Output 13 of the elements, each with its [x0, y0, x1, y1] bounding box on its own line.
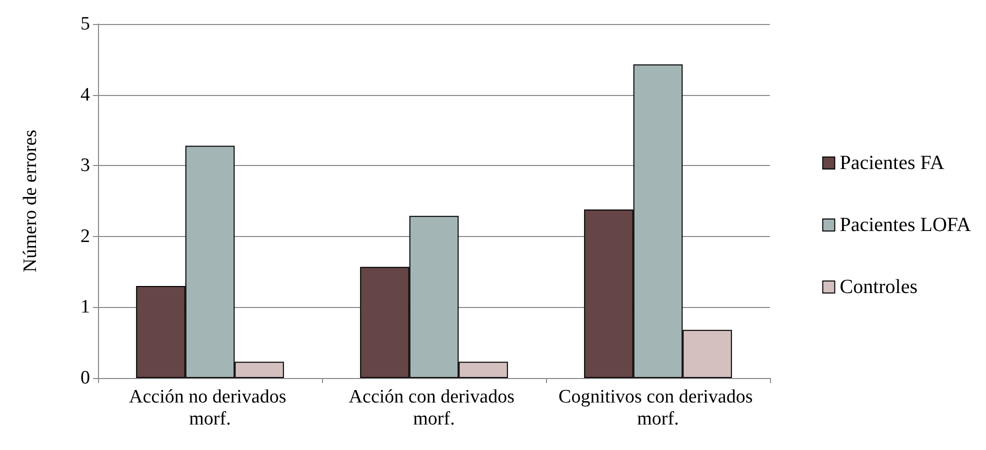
legend-label: Pacientes FA	[840, 152, 945, 174]
legend-label: Controles	[840, 276, 918, 298]
y-tick-label: 1	[80, 296, 90, 318]
x-tick-label: Acción con derivados morf.	[348, 386, 520, 430]
y-axis-title: Número de errores	[20, 130, 41, 272]
y-tick-label: 4	[80, 84, 90, 106]
y-tick-label: 5	[80, 14, 90, 34]
y-tick-label: 3	[80, 155, 90, 176]
x-tick-label: Acción no derivados morf.	[129, 386, 291, 430]
legend-label: Pacientes LOFA	[840, 214, 972, 236]
x-tick-label: Cognitivos con derivados morf.	[558, 386, 758, 430]
y-tick-label: 2	[80, 226, 90, 247]
y-tick-label: 0	[80, 368, 90, 388]
